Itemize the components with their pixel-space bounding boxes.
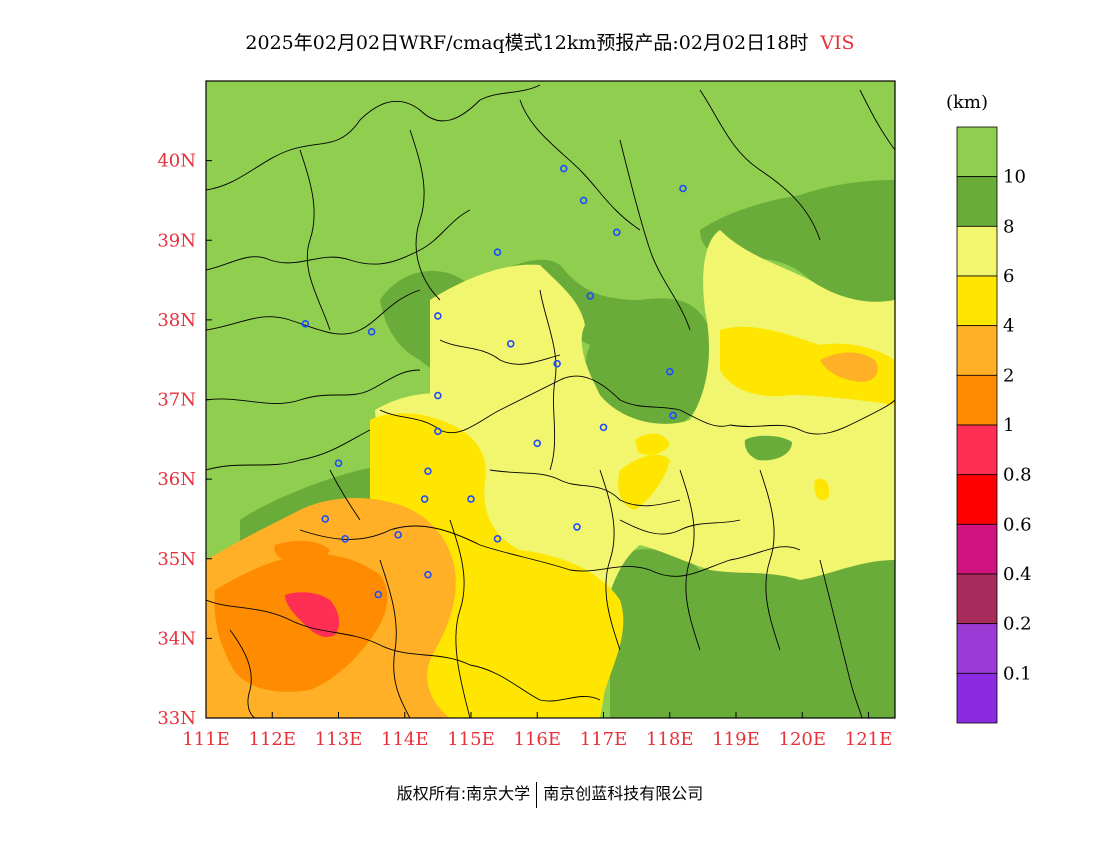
station-marker: [553, 359, 561, 368]
x-tick-label: 117E: [580, 729, 628, 750]
station-markers: [301, 164, 687, 599]
y-tick-label: 37N: [157, 390, 196, 411]
colorbar-swatch: [956, 126, 998, 178]
map-title-main: 2025年02月02日WRF/cmaq模式12km预报产品:02月02日18时: [245, 32, 809, 54]
station-marker: [341, 535, 349, 543]
x-tick-label: 112E: [249, 729, 297, 750]
station-marker: [493, 248, 502, 256]
y-tick-label: 35N: [157, 549, 196, 570]
x-tick-label: 119E: [712, 729, 760, 750]
footer-company: 南京创蓝科技有限公司: [543, 784, 704, 803]
colorbar-swatch: [956, 225, 998, 277]
y-axis: 33N 34N 35N 36N 37N 38N 39N 40N: [157, 151, 212, 729]
colorbar-level-label: 6: [1003, 266, 1014, 287]
station-marker: [334, 459, 343, 468]
station-marker: [434, 391, 442, 400]
colorbar-unit: (km): [946, 92, 988, 113]
x-tick-label: 115E: [447, 729, 495, 750]
colorbar-swatch: [956, 523, 998, 575]
station-marker: [579, 196, 588, 205]
vis-band-4-6-east: [720, 326, 895, 405]
x-tick-label: 113E: [315, 729, 363, 750]
station-marker: [321, 515, 330, 523]
colorbar-swatch: [956, 474, 998, 525]
x-tick-label: 118E: [646, 729, 694, 750]
footer: 版权所有:南京大学 南京创蓝科技有限公司: [0, 780, 1100, 808]
y-tick-label: 40N: [157, 151, 196, 172]
station-marker: [599, 423, 608, 432]
station-marker: [301, 320, 310, 328]
y-tick-label: 33N: [157, 708, 196, 729]
station-marker: [434, 427, 442, 436]
colorbar-level-label: 0.4: [1003, 564, 1032, 585]
x-axis: 111E 112E 113E 114E 115E 116E 117E 118E 119E 120E…: [182, 712, 892, 750]
colorbar-level-label: 10: [1003, 167, 1026, 188]
vis-band-8-10-northeast: [700, 180, 895, 302]
station-marker: [586, 292, 595, 300]
colorbar-level-label: 8: [1003, 216, 1014, 237]
station-marker: [506, 339, 515, 348]
colorbar: 10 8 6 4 2 1 0.8 0.6 0.4 0.2 0.1: [956, 126, 1032, 724]
colorbar-level-label: 4: [1003, 316, 1014, 337]
colorbar-swatch: [956, 325, 998, 376]
station-marker: [669, 411, 677, 420]
vis-patch-8-10-overlay: [744, 435, 792, 461]
station-marker: [573, 523, 581, 531]
station-marker: [533, 439, 542, 448]
colorbar-swatch: [956, 176, 998, 227]
station-marker: [612, 228, 621, 237]
colorbar-swatch: [956, 275, 998, 327]
y-tick-label: 34N: [157, 628, 196, 649]
x-tick-label: 111E: [182, 729, 230, 750]
colorbar-swatch: [956, 424, 998, 476]
vis-patch-2-4-east: [820, 352, 878, 382]
vis-patch-4-6-b: [635, 433, 670, 456]
colorbar-level-label: 0.8: [1003, 465, 1032, 486]
y-tick-label: 38N: [157, 310, 196, 331]
colorbar-swatch: [956, 672, 998, 724]
colorbar-swatch: [956, 374, 998, 426]
x-tick-label: 120E: [779, 729, 827, 750]
x-tick-label: 121E: [845, 729, 893, 750]
province-boundaries: [206, 84, 895, 718]
colorbar-level-label: 0.2: [1003, 614, 1032, 635]
footer-copyright: 版权所有:南京大学: [396, 784, 531, 803]
map-title-variable: VIS: [820, 32, 855, 54]
station-marker: [679, 184, 687, 193]
colorbar-level-label: 2: [1003, 365, 1014, 386]
station-marker: [367, 328, 376, 336]
station-marker: [559, 164, 568, 173]
colorbar-swatch: [956, 623, 998, 674]
vis-band-0.8-1: [285, 592, 340, 637]
vis-patch-4-6-a: [618, 454, 670, 510]
vis-patch-1-2: [274, 540, 330, 564]
x-tick-label: 114E: [381, 729, 429, 750]
colorbar-level-label: 0.6: [1003, 514, 1032, 535]
map-title: 2025年02月02日WRF/cmaq模式12km预报产品:02月02日18时 V…: [0, 28, 1100, 55]
y-tick-label: 39N: [157, 230, 196, 251]
station-marker: [493, 535, 502, 543]
x-tick-label: 116E: [514, 729, 562, 750]
vis-patch-4-6-c: [814, 478, 830, 501]
vis-band-1-2: [214, 553, 388, 692]
y-tick-label: 36N: [157, 469, 196, 490]
station-marker: [424, 467, 432, 475]
colorbar-swatch: [956, 573, 998, 625]
station-marker: [420, 495, 429, 503]
colorbar-level-label: 0.1: [1003, 663, 1032, 684]
station-marker: [374, 590, 383, 599]
station-marker: [665, 367, 674, 376]
colorbar-level-label: 1: [1003, 415, 1014, 436]
station-marker: [394, 531, 402, 539]
station-marker: [434, 312, 442, 320]
visibility-field: [206, 81, 895, 718]
station-marker: [424, 570, 432, 579]
station-marker: [467, 495, 475, 503]
footer-separator: [536, 781, 538, 808]
